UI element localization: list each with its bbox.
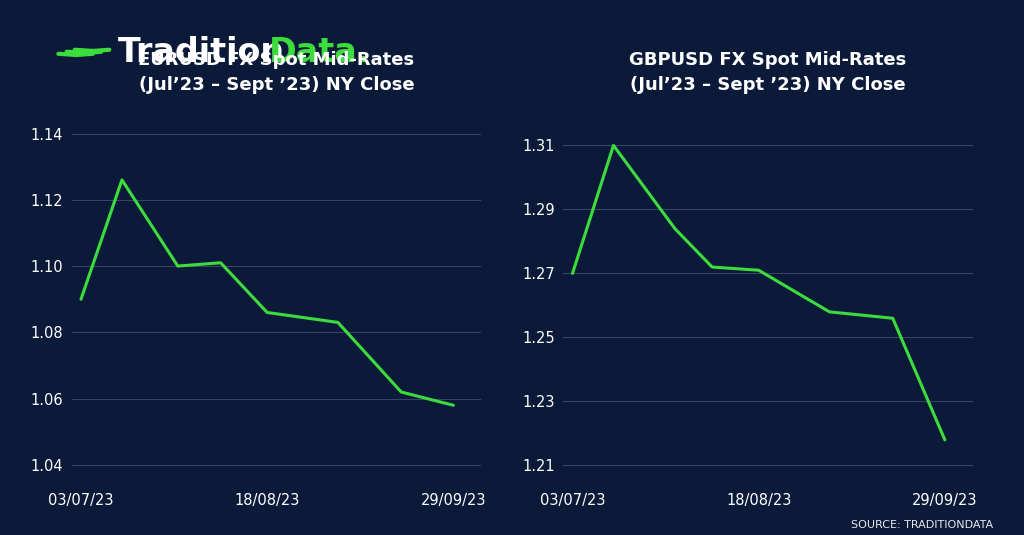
Text: SOURCE: TRADITIONDATA: SOURCE: TRADITIONDATA bbox=[851, 519, 993, 530]
Title: GBPUSD FX Spot Mid-Rates
(Jul’23 – Sept ’23) NY Close: GBPUSD FX Spot Mid-Rates (Jul’23 – Sept … bbox=[630, 51, 906, 94]
Title: EURUSD FX Spot Mid-Rates
(Jul’23 – Sept ’23) NY Close: EURUSD FX Spot Mid-Rates (Jul’23 – Sept … bbox=[138, 51, 415, 94]
Text: Tradition: Tradition bbox=[118, 36, 285, 70]
Text: Data.: Data. bbox=[269, 36, 371, 70]
